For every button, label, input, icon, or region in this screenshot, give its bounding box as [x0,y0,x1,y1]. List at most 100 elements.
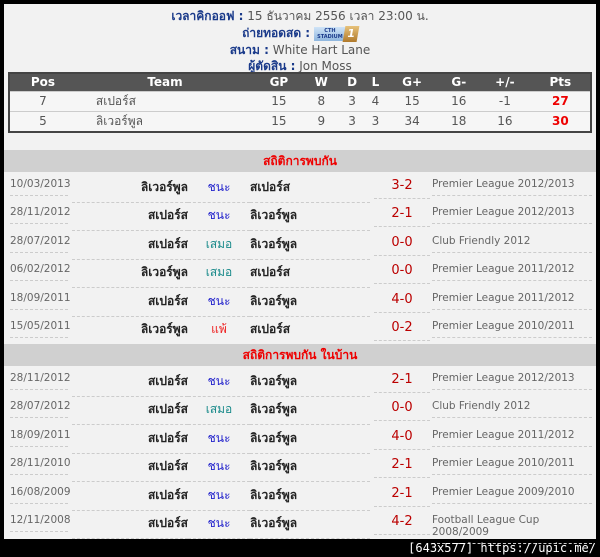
match-score: 3-2 [374,178,430,199]
standings-cell: 9 [303,110,339,132]
away-team: ลิเวอร์พูล [250,206,370,232]
match-result: ชนะ [188,372,250,397]
column-header: G- [438,73,480,91]
column-header: L [365,73,386,91]
match-score: 4-0 [374,292,430,313]
referee-label: ผู้ตัดสิน : [248,59,296,73]
match-result: ชนะ [188,457,250,483]
standings-cell: 16 [479,110,531,132]
column-header: D [338,73,366,91]
match-result: ชนะ [188,514,250,539]
referee-value: Jon Moss [299,59,352,73]
standings-cell: 15 [385,90,439,111]
column-header: +/- [479,73,531,91]
match-score: 2-1 [374,486,430,507]
stadium-label: สนาม : [229,43,269,57]
standings-row: 7 สเปอร์ส 15 8 3 4 15 16 -1 27 [9,90,591,111]
match-result: ชนะ [188,486,250,511]
match-score: 0-0 [374,263,430,285]
match-score: 4-0 [374,429,430,450]
away-team: ลิเวอร์พูล [250,429,370,454]
match-result: เสมอ [188,400,250,426]
away-team: ลิเวอร์พูล [250,372,370,397]
match-date: 28/07/2012 [10,235,71,253]
standings-cell: ลิเวอร์พูล [75,110,255,132]
match-row: 18/09/2011 สเปอร์ส ชนะ ลิเวอร์พูล 4-0 Premier… [4,286,596,317]
match-date: 28/11/2010 [10,457,71,476]
standings-cell: 5 [9,110,76,132]
match-row: 18/09/2011 สเปอร์ส ชนะ ลิเวอร์พูล 4-0 Premier… [4,423,596,454]
home-team: สเปอร์ส [72,457,188,483]
match-row: 16/08/2009 สเปอร์ส ชนะ ลิเวอร์พูล 2-1 Premier… [4,480,596,511]
match-date: 12/11/2008 [10,514,71,532]
column-header: Team [75,73,255,91]
away-team: ลิเวอร์พูล [250,400,370,426]
match-result: ชนะ [188,178,250,203]
away-team: ลิเวอร์พูล [250,235,370,260]
match-result: เสมอ [188,235,250,260]
standings-cell: -1 [479,90,531,111]
column-header: Pts [530,73,591,91]
standings-cell: 8 [303,90,339,111]
competition: Premier League 2011/2012 [432,429,592,447]
match-row: 10/03/2013 ลิเวอร์พูล ชนะ สเปอร์ส 3-2 Premier… [4,172,596,203]
kickoff-label: เวลาคิกออฟ : [171,9,244,23]
home-team: สเปอร์ส [72,400,188,426]
broadcast-label: ถ่ายทอดสด : [242,26,311,40]
standings-cell: 15 [254,90,304,111]
away-team: ลิเวอร์พูล [250,457,370,483]
standings-cell: 30 [530,110,591,132]
cth-stadium-logo: CTH STADIUM 1 [313,25,360,42]
standings-cell: 3 [338,90,366,111]
match-date: 28/11/2012 [10,372,71,390]
match-date: 18/09/2011 [10,429,71,447]
match-result: เสมอ [188,263,250,289]
column-header: GP [254,73,304,91]
home-team: สเปอร์ส [72,235,188,260]
away-team: สเปอร์ส [250,178,370,203]
match-row: 28/11/2012 สเปอร์ส ชนะ ลิเวอร์พูล 2-1 Premier… [4,200,596,232]
match-date: 06/02/2012 [10,263,71,282]
match-date: 28/07/2012 [10,400,71,419]
referee-line: ผู้ตัดสิน : Jon Moss [4,58,596,74]
standings-cell: 27 [530,90,591,111]
match-row: 12/11/2008 สเปอร์ส ชนะ ลิเวอร์พูล 4-2 Footbal… [4,508,596,544]
column-header: G+ [385,73,439,91]
standings-cell: 7 [9,90,76,111]
stadium-value: White Hart Lane [272,43,371,57]
competition: Premier League 2010/2011 [432,320,592,338]
competition: Premier League 2012/2013 [432,372,592,390]
competition: Football League Cup 2008/2009 [432,514,592,544]
standings-cell: 3 [338,110,366,132]
home-team: ลิเวอร์พูล [72,263,188,289]
match-row: 28/07/2012 สเปอร์ส เสมอ ลิเวอร์พูล 0-0 Club F… [4,229,596,260]
match-row: 28/07/2012 สเปอร์ส เสมอ ลิเวอร์พูล 0-0 Club F… [4,394,596,426]
home-team: สเปอร์ส [72,514,188,539]
standings-cell: 18 [438,110,480,132]
match-result: ชนะ [188,206,250,232]
standings-cell: 15 [254,110,304,132]
stadium-line: สนาม : White Hart Lane [4,42,596,58]
match-score: 2-1 [374,457,430,479]
home-team: สเปอร์ส [72,292,188,317]
away-team: ลิเวอร์พูล [250,486,370,511]
match-date: 15/05/2011 [10,320,71,338]
match-row: 06/02/2012 ลิเวอร์พูล เสมอ สเปอร์ส 0-0 Premie… [4,257,596,289]
home-team: สเปอร์ส [72,429,188,454]
kickoff-line: เวลาคิกออฟ : 15 ธันวาคม 2556 เวลา 23:00 … [4,8,596,24]
competition: Premier League 2009/2010 [432,486,592,504]
match-row: 28/11/2012 สเปอร์ส ชนะ ลิเวอร์พูล 2-1 Premier… [4,366,596,397]
match-score: 0-2 [374,320,430,341]
match-result: แพ้ [188,320,250,345]
standings-cell: 16 [438,90,480,111]
match-info-panel: เวลาคิกออฟ : 15 ธันวาคม 2556 เวลา 23:00 … [4,4,596,544]
match-date: 10/03/2013 [10,178,71,196]
standings-cell: 4 [365,90,386,111]
standings-row: 5 ลิเวอร์พูล 15 9 3 3 34 18 16 30 [9,110,591,132]
competition: Club Friendly 2012 [432,235,592,253]
match-score: 4-2 [374,514,430,535]
home-team: ลิเวอร์พูล [72,320,188,345]
competition: Premier League 2011/2012 [432,263,592,282]
home-team: สเปอร์ส [72,486,188,511]
h2h-section-title: สถิติการพบกัน [4,150,596,172]
